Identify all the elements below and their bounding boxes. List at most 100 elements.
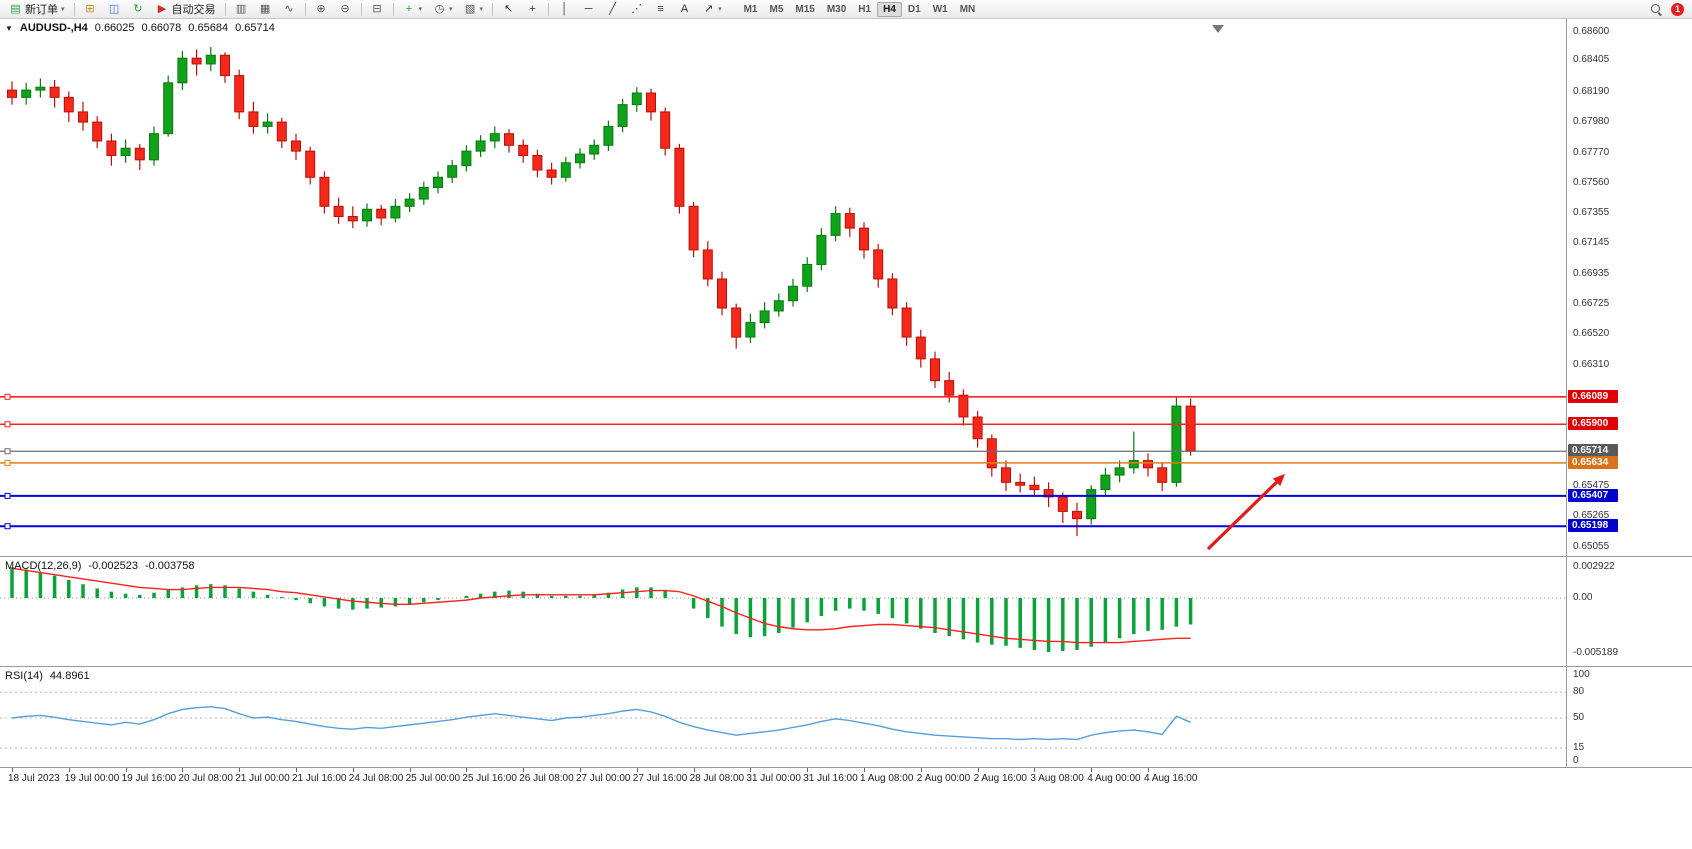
horizontal-line-icon: ─ (584, 2, 593, 15)
channel-button[interactable]: ⋰ (625, 1, 648, 18)
candle-body (617, 104, 628, 127)
candle-body (1086, 489, 1097, 520)
periods-button[interactable]: ◷ ▾ (428, 1, 458, 18)
time-tick-mark (12, 768, 13, 772)
candle-body (49, 86, 60, 98)
macd-axis[interactable]: 0.002922 0.00 -0.005189 (1567, 557, 1692, 666)
high-value: 0.66078 (141, 22, 182, 34)
price-tick: 0.65265 (1573, 510, 1610, 522)
price-badge-0.65900: 0.65900 (1568, 417, 1618, 431)
candle-body (1043, 489, 1054, 498)
zoom-in-button[interactable]: ⊕ (310, 1, 333, 18)
toolbar-separator (360, 2, 362, 16)
hline-handle[interactable] (4, 523, 11, 530)
timeframe-button-m5[interactable]: M5 (769, 3, 784, 15)
rsi-panel[interactable]: RSI(14) 44.8961 (0, 667, 1566, 767)
symbol-period-label: AUDUSD-,H4 (19, 22, 88, 34)
timeframe-button-h1[interactable]: H1 (858, 3, 872, 15)
refresh-icon: ↻ (133, 2, 143, 15)
timeframe-button-h4[interactable]: H4 (877, 1, 902, 17)
charts-window-button[interactable]: ⊞ (79, 1, 102, 18)
tile-windows-button[interactable]: ⊟ (366, 1, 389, 18)
charts-window-icon: ⊞ (85, 2, 95, 15)
text-tool-button[interactable]: A (673, 1, 696, 18)
zoom-out-button[interactable]: ⊖ (334, 1, 357, 18)
cursor-button[interactable]: ↖ (497, 1, 520, 18)
indicators-plus-icon: + (405, 2, 413, 15)
hline-handle[interactable] (4, 459, 11, 466)
candle-body (972, 416, 983, 440)
close-value: 0.65714 (235, 22, 275, 34)
hline-handle[interactable] (4, 492, 11, 499)
chart-shift-marker[interactable] (1212, 25, 1224, 33)
horizontal-line-button[interactable]: ─ (577, 1, 600, 18)
panel-splitter[interactable] (0, 556, 1692, 557)
candle-body (248, 111, 259, 127)
toolbar-separator (304, 2, 306, 16)
time-tick-mark (636, 768, 638, 772)
dropdown-caret-icon: ▾ (61, 6, 65, 13)
candle-body (63, 96, 74, 113)
macd-canvas[interactable] (0, 557, 1566, 666)
candle-body (92, 121, 103, 142)
fibonacci-button[interactable]: ≡ (649, 1, 672, 18)
line-chart-type-button[interactable]: ∿ (278, 1, 301, 18)
candle-chart-type-button[interactable]: ▦ (254, 1, 277, 18)
macd-tick: 0.002922 (1573, 561, 1615, 573)
candle-body (1072, 510, 1082, 520)
new-order-button[interactable]: ▤ 新订单 ▾ (4, 1, 70, 18)
hline-handle[interactable] (4, 393, 11, 400)
trendline-button[interactable]: ╱ (601, 1, 624, 18)
open-value: 0.66025 (94, 22, 135, 34)
timeframe-button-d1[interactable]: D1 (907, 3, 921, 15)
price-badge-0.65198: 0.65198 (1568, 519, 1618, 533)
timeframe-group: M1 M5 M15 M30 H1 H4 D1 W1 MN (738, 1, 982, 17)
hline-handle[interactable] (4, 421, 11, 428)
candle-body (873, 249, 884, 280)
candle-body (134, 147, 145, 161)
crosshair-button[interactable]: + (521, 1, 544, 18)
vertical-line-button[interactable]: │ (553, 1, 576, 18)
dropdown-caret-icon: ▾ (718, 6, 722, 13)
autotrade-button[interactable]: ▶ 自动交易 (151, 1, 221, 18)
candle-body (859, 227, 869, 251)
price-tick: 0.66725 (1573, 298, 1610, 310)
candle-body (844, 213, 855, 229)
macd-panel[interactable]: MACD(12,26,9) -0.002523 -0.003758 (0, 557, 1566, 666)
profiles-button[interactable]: ◫ (103, 1, 126, 18)
timeframe-button-m1[interactable]: M1 (743, 3, 758, 15)
price-axis[interactable]: 0.68600 0.68405 0.68190 0.67980 0.67770 0.675… (1567, 19, 1692, 556)
templates-button[interactable]: ▧ ▾ (459, 1, 489, 18)
candle-body (234, 75, 245, 113)
candle-body (1128, 460, 1139, 469)
timeframe-button-mn[interactable]: MN (959, 3, 976, 15)
bar-chart-type-button[interactable]: ▥ (230, 1, 253, 18)
hline-handle[interactable] (4, 448, 11, 455)
candle-body (1100, 474, 1111, 491)
refresh-button[interactable]: ↻ (127, 1, 150, 18)
collapse-icon[interactable]: ▼ (5, 23, 13, 33)
price-chart-panel[interactable]: ▼ AUDUSD-,H4 0.66025 0.66078 0.65684 0.6… (0, 19, 1566, 556)
rsi-canvas[interactable] (0, 667, 1566, 767)
candle-body (276, 121, 287, 142)
crosshair-icon: + (529, 2, 536, 15)
time-axis[interactable]: 18 Jul 2023 19 Jul 00:00 19 Jul 16:00 20 Ju… (0, 768, 1692, 788)
toolbar-separator (73, 2, 75, 16)
candle-body (489, 133, 500, 142)
timeframe-button-w1[interactable]: W1 (932, 3, 948, 15)
notification-badge[interactable]: 1 (1671, 2, 1684, 16)
candle-body (915, 336, 926, 360)
panel-splitter[interactable] (0, 767, 1692, 768)
timeframe-button-m30[interactable]: M30 (826, 3, 847, 15)
search-icon[interactable] (1650, 3, 1663, 16)
indicators-button[interactable]: + ▾ (398, 1, 428, 18)
price-chart-canvas[interactable] (0, 19, 1566, 556)
arrows-tool-button[interactable]: ↗ ▾ (697, 1, 727, 18)
price-tick: 0.67355 (1573, 206, 1610, 218)
candle-body (631, 92, 642, 106)
annotation-arrow[interactable] (1206, 477, 1282, 551)
rsi-axis[interactable]: 100 80 50 15 0 (1567, 667, 1692, 767)
panel-splitter[interactable] (0, 666, 1692, 667)
timeframe-button-m15[interactable]: M15 (795, 3, 815, 15)
price-tick: 0.66310 (1573, 358, 1610, 370)
